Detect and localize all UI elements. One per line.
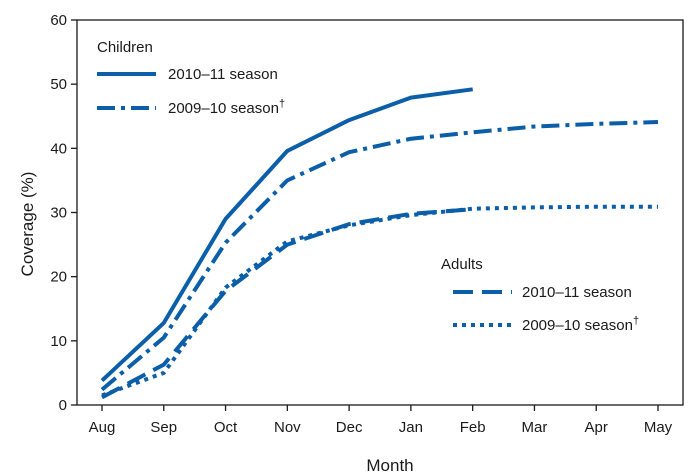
x-tick-label: Jan	[399, 419, 423, 436]
x-tick-label: Aug	[89, 419, 116, 436]
x-tick-label: Sep	[150, 419, 177, 436]
legend-adults: Adults 2010–11 season 2009–10 season†	[441, 256, 639, 334]
legend-label: 2010–11 season	[168, 66, 278, 83]
y-tick-label: 20	[50, 269, 67, 286]
x-tick-label: Apr	[585, 419, 608, 436]
x-tick-label: Nov	[274, 419, 301, 436]
x-tick-label: Feb	[460, 419, 486, 436]
legend-label: 2009–10 season†	[522, 315, 639, 334]
y-tick-label: 50	[50, 76, 67, 93]
x-tick-label: May	[644, 419, 673, 436]
series-line-adults-2	[101, 207, 473, 400]
x-tick-label: Oct	[214, 419, 238, 436]
y-axis-title: Coverage (%)	[18, 172, 37, 277]
y-tick-label: 30	[50, 205, 67, 222]
y-tick-label: 60	[50, 12, 67, 29]
y-tick-label: 40	[50, 140, 67, 157]
dagger-footnote-mark: †	[279, 98, 285, 110]
series-line-children-0	[100, 87, 473, 383]
legend-title: Children	[97, 39, 153, 56]
legend-label: 2009–10 season†	[168, 98, 285, 117]
y-tick-label: 0	[59, 397, 67, 414]
series-line-adults-3	[101, 204, 658, 398]
dagger-footnote-mark: †	[633, 315, 639, 327]
legend-children: Children 2010–11 season 2009–10 season†	[97, 39, 285, 117]
x-tick-label: Dec	[336, 419, 363, 436]
x-axis-title: Month	[366, 456, 413, 475]
axes: 0 10 20 30 40 50 60 Aug Sep Oct Nov Dec Jan Feb Mar Apr…	[50, 12, 684, 436]
y-tick-label: 10	[50, 333, 67, 350]
legend-title: Adults	[441, 256, 483, 273]
series-layer	[100, 87, 659, 400]
series-line-children-1	[100, 120, 659, 392]
x-tick-label: Mar	[522, 419, 548, 436]
legend-label: 2010–11 season	[522, 284, 632, 301]
